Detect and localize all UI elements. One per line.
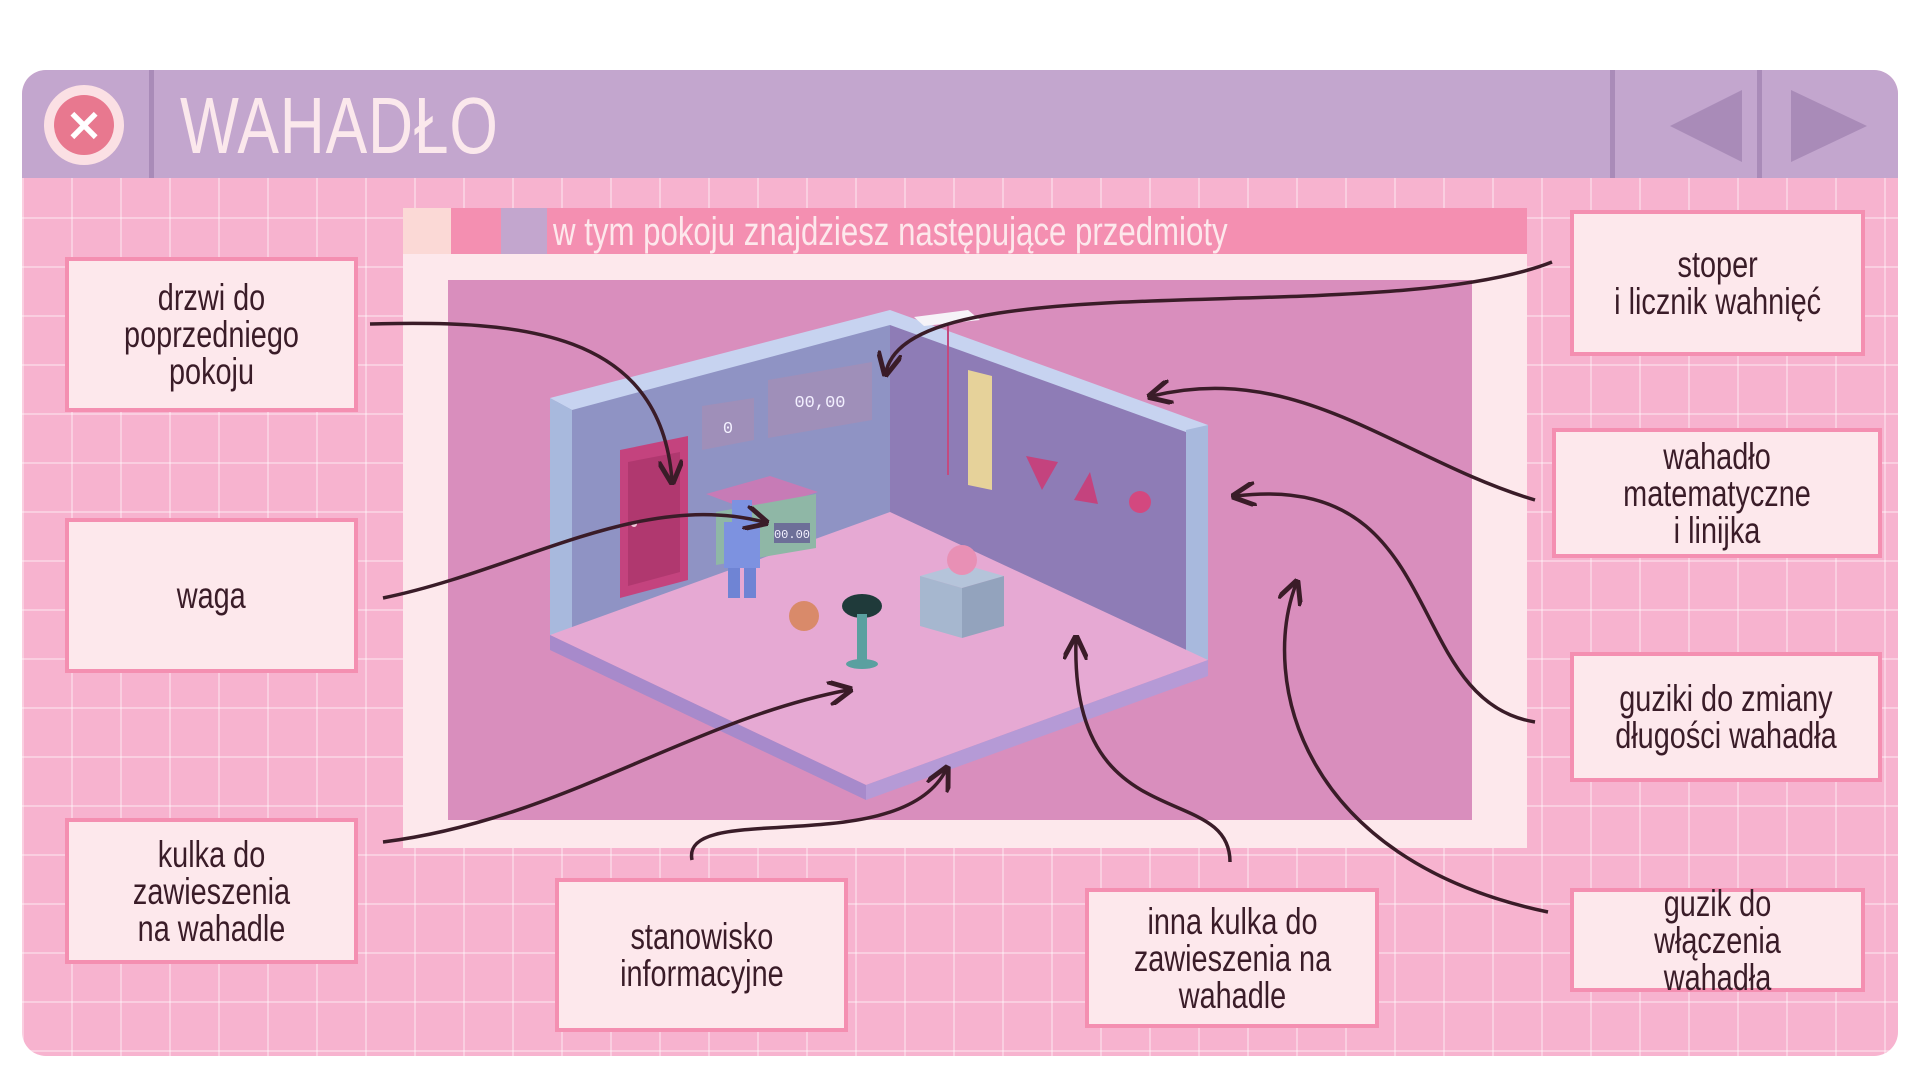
scale-display-value: 00.00 <box>774 528 810 542</box>
label-info-station-text: stanowisko informacyjne <box>619 916 784 994</box>
door-knob <box>631 521 637 527</box>
wall-edge-left <box>550 398 572 640</box>
ball-1 <box>789 601 819 631</box>
label-stopwatch: stoper i licznik wahnięć <box>1570 210 1865 356</box>
label-length-buttons: guziki do zmiany długości wahadła <box>1570 652 1882 782</box>
figure-leg-right <box>744 568 756 598</box>
figure-leg-left <box>728 568 740 598</box>
length-up-button <box>1074 472 1098 504</box>
ruler <box>968 370 992 490</box>
info-station-base <box>846 659 878 669</box>
info-station-top <box>842 594 882 618</box>
info-station-pole <box>857 614 867 664</box>
color-swatch-peach <box>403 208 451 254</box>
stopwatch-value: 00,00 <box>794 394 845 413</box>
start-button <box>1129 491 1151 513</box>
ball-2 <box>947 545 977 575</box>
pedestal-right <box>962 576 1004 638</box>
label-ball-2: inna kulka do zawieszenia na wahadle <box>1085 888 1379 1028</box>
previous-button[interactable] <box>1642 86 1752 166</box>
pendulum-mount <box>914 310 980 326</box>
window-title: WAHADŁO <box>180 81 499 170</box>
label-stopwatch-text: stoper i licznik wahnięć <box>1614 244 1821 322</box>
label-pendulum-text: wahadło matematyczne i linijka <box>1623 435 1811 551</box>
label-ball-1-text: kulka do zawieszenia na wahadle <box>132 833 291 949</box>
label-info-station: stanowisko informacyjne <box>555 878 848 1032</box>
label-scale: waga <box>65 518 358 673</box>
title-separator <box>149 70 154 178</box>
counter-value: 0 <box>723 420 733 439</box>
room-scene-image: 0 00,00 00.00 <box>448 280 1472 820</box>
triangle-left-icon <box>1670 90 1742 162</box>
panel-header: w tym pokoju znajdziesz następujące prze… <box>403 208 1527 254</box>
close-button[interactable]: × <box>44 85 124 165</box>
label-ball-2-text: inna kulka do zawieszenia na wahadle <box>1133 900 1331 1016</box>
label-pendulum: wahadło matematyczne i linijka <box>1552 428 1882 558</box>
next-button[interactable] <box>1787 86 1897 166</box>
isometric-room: 0 00,00 00.00 <box>550 310 1208 800</box>
triangle-right-icon <box>1791 90 1867 162</box>
color-swatch-lilac <box>501 208 547 254</box>
label-start-button: guzik do włączenia wahadła <box>1570 885 1865 996</box>
figure-head <box>732 500 752 522</box>
close-icon: × <box>54 95 114 155</box>
label-scale-text: waga <box>176 575 246 616</box>
counter-display <box>702 398 754 450</box>
nav-separator-left <box>1610 70 1615 178</box>
label-door-text: drzwi do poprzedniego pokoju <box>124 277 299 392</box>
label-length-buttons-text: guziki do zmiany długości wahadła <box>1615 678 1837 756</box>
room-items-panel: w tym pokoju znajdziesz następujące prze… <box>403 208 1527 848</box>
wall-edge-right <box>1186 425 1208 665</box>
title-bar: × WAHADŁO <box>22 70 1898 178</box>
panel-heading: w tym pokoju znajdziesz następujące prze… <box>553 210 1228 254</box>
stopwatch-display <box>768 362 872 438</box>
length-down-button <box>1026 456 1058 490</box>
pedestal-left <box>920 576 962 638</box>
label-ball-1: kulka do zawieszenia na wahadle <box>65 818 358 964</box>
label-start-button-text: guzik do włączenia wahadła <box>1654 882 1781 998</box>
label-door: drzwi do poprzedniego pokoju <box>65 257 358 412</box>
scale-display <box>774 523 810 543</box>
color-swatch-pink <box>451 208 501 254</box>
door-panel <box>628 452 680 586</box>
figure-body <box>724 522 760 568</box>
nav-separator-right <box>1757 70 1762 178</box>
